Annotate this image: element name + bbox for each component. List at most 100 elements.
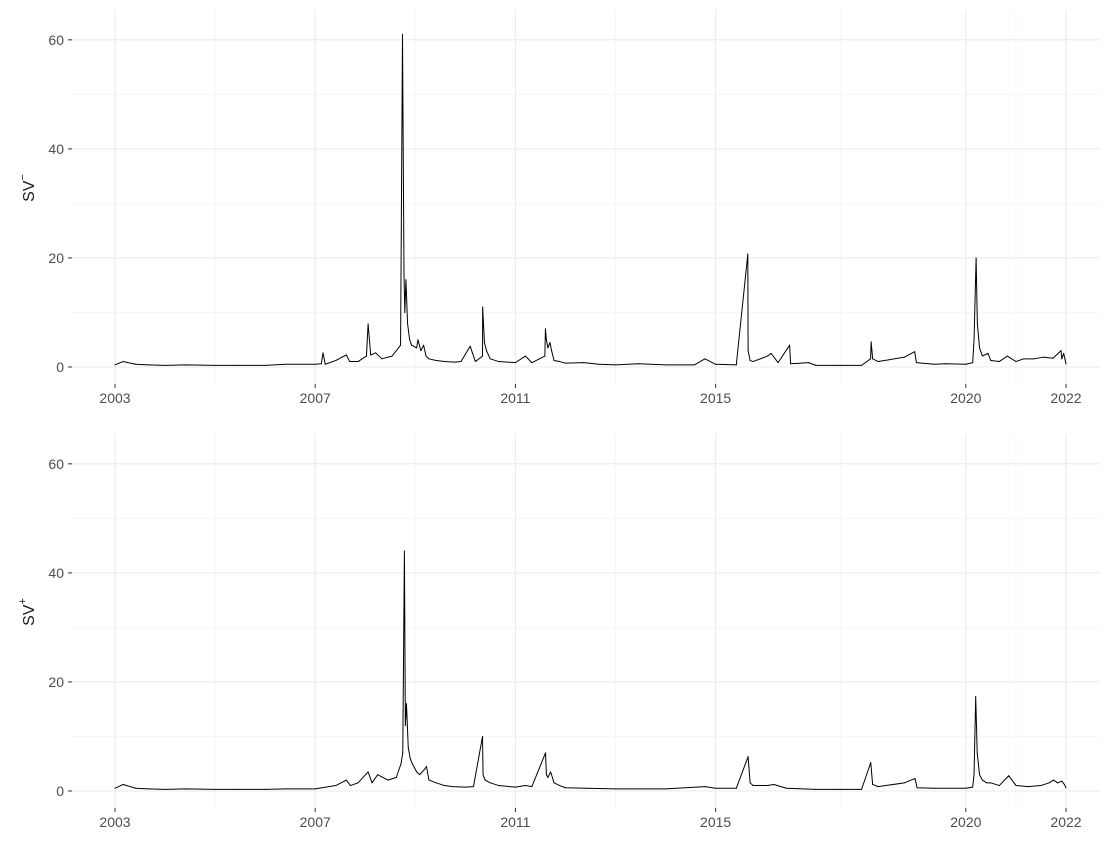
data-point bbox=[975, 696, 977, 698]
data-point bbox=[1040, 785, 1042, 787]
data-point bbox=[341, 356, 343, 358]
data-point bbox=[547, 776, 549, 778]
y-axis-title: SV+ bbox=[17, 598, 38, 626]
data-point bbox=[424, 768, 426, 770]
data-point bbox=[1063, 352, 1065, 354]
data-point bbox=[314, 363, 316, 365]
data-point bbox=[1057, 782, 1059, 784]
data-point bbox=[405, 703, 407, 705]
data-point bbox=[409, 339, 411, 341]
data-point bbox=[485, 350, 487, 352]
data-point bbox=[877, 786, 879, 788]
data-point bbox=[484, 779, 486, 781]
data-point bbox=[531, 362, 533, 364]
data-point bbox=[547, 347, 549, 349]
data-point bbox=[789, 344, 791, 346]
data-point bbox=[870, 358, 872, 360]
x-tick-label: 2011 bbox=[500, 814, 530, 830]
data-point bbox=[815, 364, 817, 366]
data-point bbox=[987, 352, 989, 354]
data-point bbox=[483, 341, 485, 343]
data-point bbox=[1061, 780, 1063, 782]
data-point bbox=[598, 363, 600, 365]
data-point bbox=[973, 774, 975, 776]
data-point bbox=[400, 344, 402, 346]
data-point bbox=[735, 787, 737, 789]
data-point bbox=[933, 787, 935, 789]
data-point bbox=[545, 774, 547, 776]
y-axis-title-base: SV bbox=[21, 180, 38, 202]
data-point bbox=[559, 361, 561, 363]
data-point bbox=[147, 788, 149, 790]
data-point bbox=[498, 361, 500, 363]
data-point bbox=[1060, 350, 1062, 352]
data-point bbox=[335, 359, 337, 361]
data-point bbox=[615, 364, 617, 366]
data-point bbox=[694, 364, 696, 366]
data-point bbox=[1023, 358, 1025, 360]
data-point bbox=[979, 347, 981, 349]
data-point bbox=[749, 782, 751, 784]
data-point bbox=[638, 363, 640, 365]
data-point bbox=[1042, 356, 1044, 358]
data-point bbox=[423, 344, 425, 346]
data-point bbox=[965, 787, 967, 789]
data-point bbox=[407, 746, 409, 748]
data-point bbox=[404, 725, 406, 727]
data-point bbox=[349, 785, 351, 787]
data-point bbox=[1065, 363, 1067, 365]
x-tick-label: 2020 bbox=[950, 814, 981, 830]
data-point bbox=[425, 765, 427, 767]
data-point bbox=[469, 345, 471, 347]
x-tick-label: 2003 bbox=[99, 814, 130, 830]
data-point bbox=[553, 782, 555, 784]
data-point bbox=[381, 358, 383, 360]
y-tick-label: 20 bbox=[48, 250, 64, 266]
data-point bbox=[387, 779, 389, 781]
data-point bbox=[524, 785, 526, 787]
data-point bbox=[1061, 358, 1063, 360]
data-point bbox=[777, 362, 779, 364]
data-point bbox=[400, 763, 402, 765]
data-point bbox=[264, 788, 266, 790]
data-point bbox=[544, 328, 546, 330]
data-point bbox=[375, 352, 377, 354]
data-point bbox=[752, 361, 754, 363]
data-point bbox=[235, 788, 237, 790]
data-point bbox=[903, 356, 905, 358]
x-tick-label: 2015 bbox=[700, 814, 731, 830]
data-point bbox=[564, 787, 566, 789]
data-point bbox=[367, 771, 369, 773]
x-tick-label: 2022 bbox=[1050, 390, 1081, 406]
data-point bbox=[489, 782, 491, 784]
data-point bbox=[872, 358, 874, 360]
data-point bbox=[545, 752, 547, 754]
data-point bbox=[514, 786, 516, 788]
x-tick-label: 2011 bbox=[500, 390, 530, 406]
data-point bbox=[407, 322, 409, 324]
data-point bbox=[615, 788, 617, 790]
data-point bbox=[314, 788, 316, 790]
data-point bbox=[973, 339, 975, 341]
data-point bbox=[482, 306, 484, 308]
data-point bbox=[411, 763, 413, 765]
data-point bbox=[815, 788, 817, 790]
data-point bbox=[443, 785, 445, 787]
data-point bbox=[972, 362, 974, 364]
data-point bbox=[998, 785, 1000, 787]
y-tick-label: 40 bbox=[48, 565, 64, 581]
data-point bbox=[808, 362, 810, 364]
data-point bbox=[489, 358, 491, 360]
data-point bbox=[773, 783, 775, 785]
data-point bbox=[391, 355, 393, 357]
y-axis-title: SV− bbox=[17, 174, 38, 202]
data-point bbox=[428, 779, 430, 781]
y-tick-label: 60 bbox=[48, 456, 64, 472]
data-point bbox=[665, 788, 667, 790]
data-point bbox=[420, 350, 422, 352]
data-point bbox=[1052, 357, 1054, 359]
data-point bbox=[1033, 358, 1035, 360]
data-point bbox=[585, 787, 587, 789]
